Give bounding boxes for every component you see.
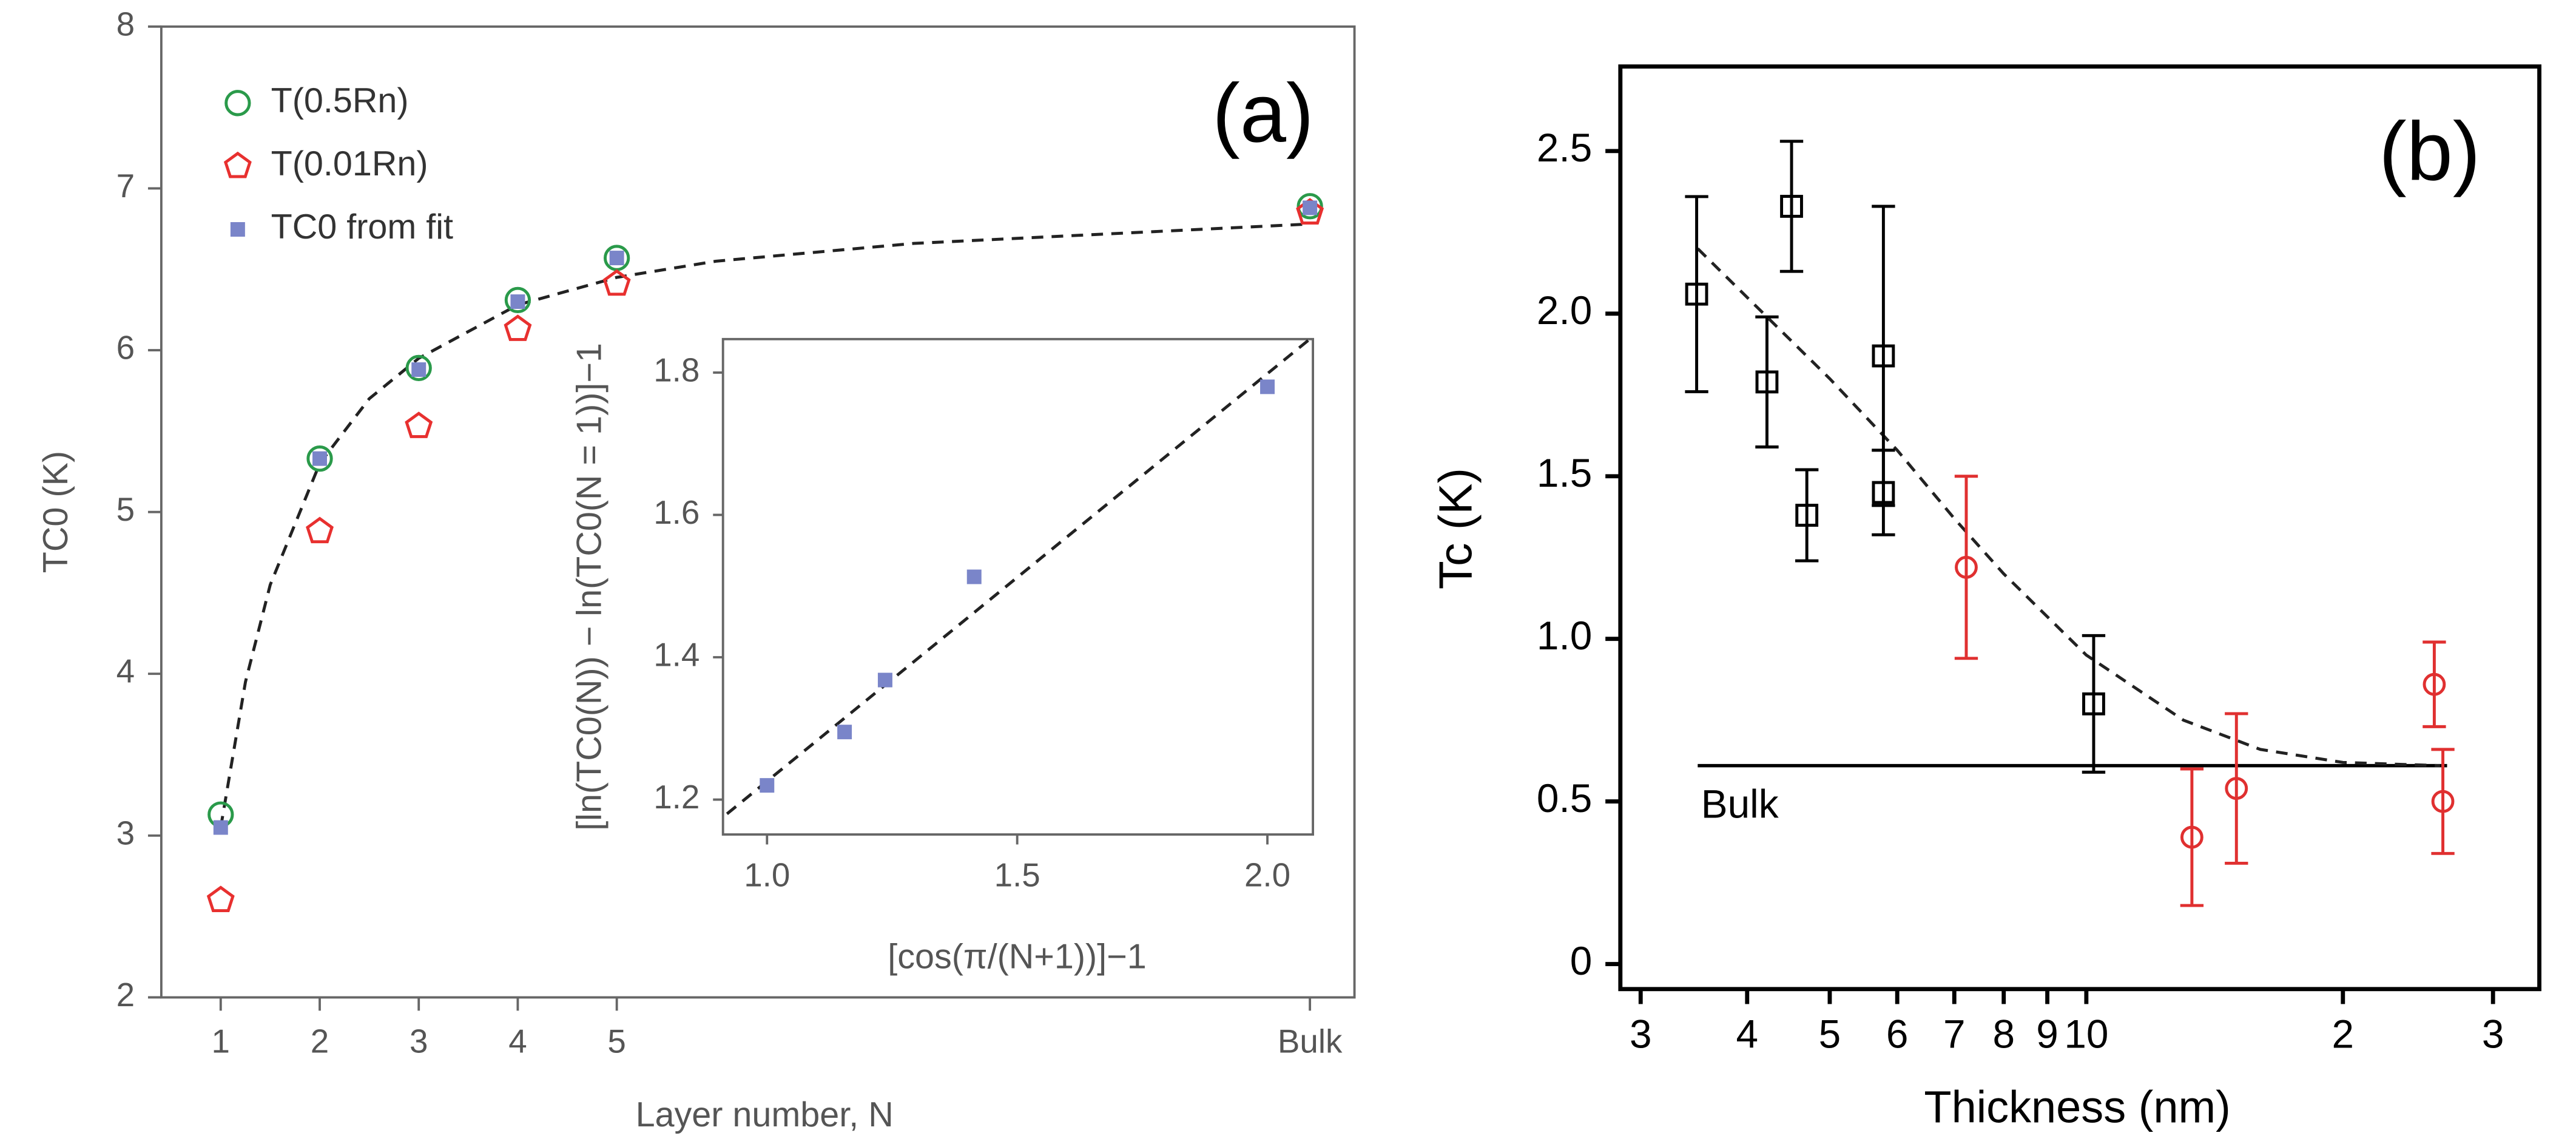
- legend-label: T(0.01Rn): [271, 144, 428, 183]
- plot-frame: [1618, 64, 2541, 992]
- marker: [411, 362, 427, 377]
- x-tick-label: 3: [2482, 1012, 2504, 1057]
- x-tick-label: 10: [2064, 1012, 2108, 1057]
- legend-label: T(0.5Rn): [271, 81, 409, 120]
- y-tick-label: 2.5: [1537, 125, 1592, 170]
- marker: [602, 269, 631, 296]
- x-tick-label: 4: [1736, 1012, 1759, 1057]
- marker: [1296, 193, 1323, 220]
- x-axis-label: Thickness (nm): [1924, 1081, 2230, 1132]
- y-tick-label: 6: [116, 329, 135, 367]
- x-tick-label: 5: [607, 1023, 625, 1060]
- marker: [1872, 344, 1895, 368]
- marker: [1955, 555, 1978, 579]
- legend-marker: [230, 222, 245, 237]
- marker: [1260, 379, 1275, 394]
- x-tick-label: Bulk: [1278, 1023, 1343, 1060]
- y-tick-label: 1.4: [653, 635, 700, 673]
- y-tick-label: 7: [116, 167, 135, 205]
- marker: [966, 569, 982, 584]
- fit-line: [1696, 247, 2440, 768]
- marker: [2423, 672, 2446, 696]
- marker: [877, 672, 892, 688]
- y-tick-label: 1.0: [1537, 613, 1592, 658]
- marker: [2225, 777, 2248, 800]
- marker: [837, 725, 852, 740]
- y-tick-label: 1.5: [1537, 450, 1592, 495]
- x-tick-label: 2.0: [1244, 856, 1290, 894]
- y-axis-label: [ln(TC0(N)) − ln(TC0(N = 1))]−1: [570, 343, 609, 831]
- legend-marker: [223, 151, 252, 178]
- marker: [1755, 370, 1779, 394]
- marker: [510, 294, 525, 310]
- x-tick-label: 9: [2036, 1012, 2058, 1057]
- marker: [760, 778, 775, 793]
- marker: [213, 820, 228, 835]
- marker: [405, 354, 432, 382]
- x-tick-label: 1.0: [744, 856, 790, 894]
- y-axis-label: TC0 (K): [36, 451, 75, 573]
- y-tick-label: 3: [116, 814, 135, 851]
- legend-marker: [224, 90, 251, 117]
- marker: [504, 286, 531, 314]
- marker: [1780, 195, 1803, 218]
- y-axis-label: Tc (K): [1430, 468, 1482, 589]
- y-tick-label: 0: [1570, 938, 1593, 983]
- fit-line: [726, 336, 1313, 815]
- marker: [1296, 198, 1324, 225]
- x-tick-label: 6: [1886, 1012, 1909, 1057]
- marker: [312, 451, 327, 466]
- fit-line: [219, 222, 1310, 828]
- y-tick-label: 0.5: [1537, 776, 1592, 820]
- x-tick-label: 1.5: [994, 856, 1040, 894]
- plot-frame: [721, 337, 1315, 836]
- marker: [504, 314, 532, 341]
- x-axis-label: Layer number, N: [636, 1095, 894, 1134]
- marker: [2180, 825, 2203, 849]
- y-tick-label: 2: [116, 976, 135, 1013]
- x-tick-label: 8: [1992, 1012, 2015, 1057]
- x-tick-label: 4: [508, 1023, 527, 1060]
- y-tick-label: 2.0: [1537, 288, 1592, 333]
- marker: [609, 251, 624, 266]
- y-tick-label: 8: [116, 5, 135, 42]
- x-tick-label: 2: [2332, 1012, 2355, 1057]
- y-tick-label: 1.2: [653, 778, 700, 816]
- marker: [405, 411, 433, 438]
- marker: [306, 516, 334, 544]
- x-tick-label: 5: [1819, 1012, 1841, 1057]
- y-tick-label: 5: [116, 490, 135, 528]
- marker: [2082, 692, 2105, 716]
- marker: [2431, 790, 2455, 813]
- x-tick-label: 3: [410, 1023, 428, 1060]
- y-tick-label: 4: [116, 652, 135, 690]
- y-tick-label: 1.8: [653, 351, 700, 388]
- y-tick-label: 1.6: [653, 493, 700, 531]
- marker: [1685, 282, 1708, 306]
- x-tick-label: 2: [311, 1023, 329, 1060]
- marker: [1303, 200, 1318, 215]
- x-tick-label: 3: [1630, 1012, 1652, 1057]
- marker: [1872, 481, 1895, 504]
- x-tick-label: 7: [1943, 1012, 1966, 1057]
- x-tick-label: 1: [212, 1023, 230, 1060]
- legend-label: TC0 from fit: [271, 208, 453, 246]
- marker: [206, 885, 235, 913]
- panel-label: (a): [1212, 67, 1313, 160]
- x-axis-label: [cos(π/(N+1))]−1: [888, 938, 1146, 976]
- marker: [1795, 504, 1819, 527]
- panel-label: (b): [2379, 105, 2480, 198]
- marker: [306, 445, 333, 472]
- bulk-label: Bulk: [1701, 781, 1779, 826]
